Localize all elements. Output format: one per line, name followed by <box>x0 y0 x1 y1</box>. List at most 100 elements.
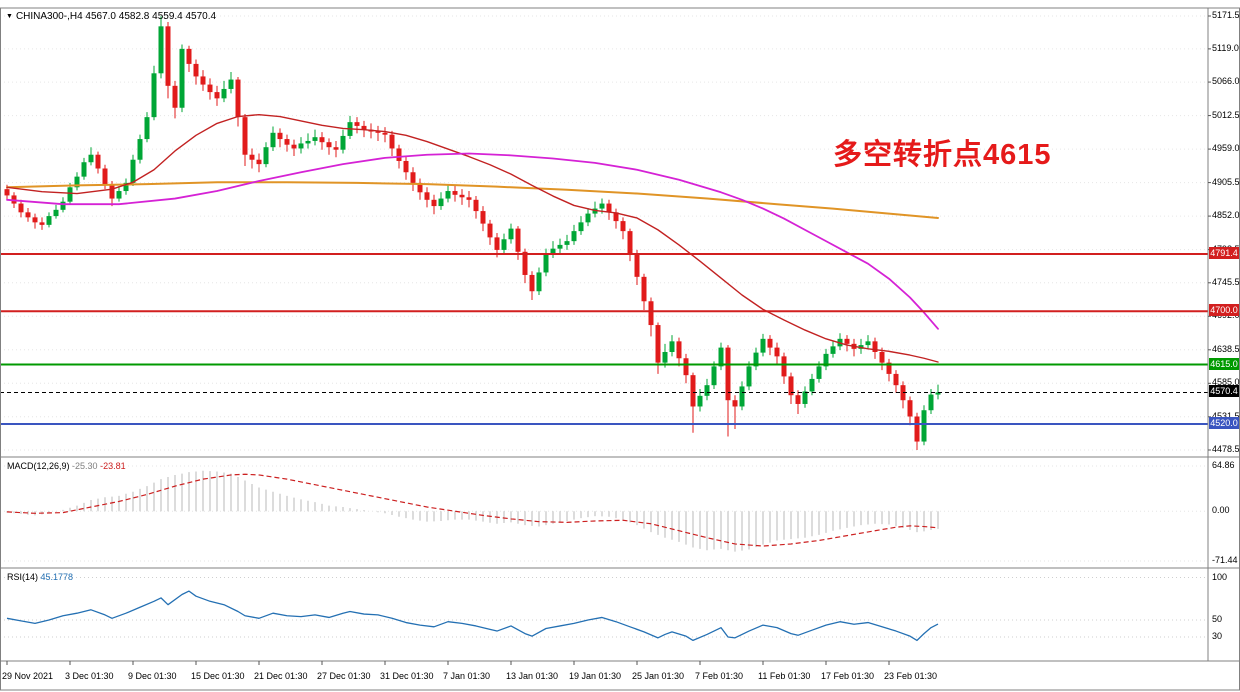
candle-body <box>711 366 717 386</box>
rsi-line <box>6 590 939 642</box>
price-level-tag: 4520.0 <box>1209 417 1239 429</box>
candle-body <box>312 137 318 141</box>
candle-body <box>179 48 185 108</box>
candle-body <box>515 228 521 252</box>
candle-body <box>732 400 738 407</box>
symbol-ohlc-title: ▼ CHINA300-,H4 4567.0 4582.8 4559.4 4570.… <box>6 11 216 22</box>
candle-body <box>606 203 612 213</box>
candle-body <box>242 117 248 155</box>
candle-body <box>4 189 10 196</box>
candle-body <box>599 203 605 209</box>
price-axis-label: 4959.0 <box>1212 143 1240 154</box>
candle-body <box>753 352 759 367</box>
time-axis-label: 23 Feb 01:30 <box>884 671 938 681</box>
candle-body <box>669 341 675 352</box>
time-axis-label: 31 Dec 01:30 <box>380 671 434 681</box>
ma-fast-red-line <box>6 113 939 363</box>
price-axis-label: 4478.5 <box>1212 444 1240 454</box>
candle-body <box>235 79 241 118</box>
candle-body <box>613 212 619 222</box>
candle-body <box>109 184 115 199</box>
rsi-label: RSI(14) 45.1778 <box>7 572 73 582</box>
candle-body <box>634 253 640 277</box>
macd-main-value: -25.30 <box>72 461 98 471</box>
candle-body <box>417 182 423 193</box>
macd-signal-line <box>6 473 939 547</box>
candle-body <box>74 176 80 188</box>
candle-body <box>466 197 472 200</box>
candle-body <box>123 182 129 192</box>
candle-body <box>214 92 220 99</box>
price-axis-label: 4905.5 <box>1212 176 1240 187</box>
candle-body <box>620 221 626 232</box>
candle-body <box>18 203 24 213</box>
price-level-tag: 4570.4 <box>1209 385 1239 398</box>
candle-body <box>536 272 542 292</box>
candle-body <box>305 140 311 144</box>
candle-body <box>774 347 780 357</box>
candle-body <box>914 416 920 442</box>
candle-body <box>53 209 59 217</box>
candle-body <box>795 395 801 404</box>
candle-body <box>823 353 829 367</box>
candle-body <box>445 191 451 199</box>
rsi-value: 45.1778 <box>40 572 74 582</box>
candle-body <box>627 231 633 254</box>
candle-body <box>88 154 94 163</box>
candle-body <box>333 147 339 150</box>
candle-body <box>648 301 654 326</box>
time-axis-label: 7 Feb 01:30 <box>695 671 744 681</box>
candle-body <box>830 346 836 354</box>
candle-body <box>725 347 731 401</box>
candle-body <box>543 253 549 273</box>
candle-body <box>746 366 752 387</box>
price-axis-label: 5171.5 <box>1212 10 1240 20</box>
candle-body <box>431 199 437 207</box>
candle-body <box>809 378 815 392</box>
candle-body <box>67 187 73 202</box>
candle-body <box>200 76 206 85</box>
candle-body <box>529 274 535 292</box>
price-axis-label: 4531.5 <box>1212 410 1240 421</box>
time-axis-label: 11 Feb 01:30 <box>758 671 811 681</box>
candle-body <box>193 63 199 77</box>
candle-body <box>494 237 500 250</box>
candle-body <box>32 217 38 223</box>
candle-body <box>935 392 941 395</box>
candle-body <box>480 211 486 224</box>
candle-body <box>886 362 892 374</box>
price-axis-label: 5119.0 <box>1212 42 1239 53</box>
candle-body <box>676 341 682 359</box>
candle-body <box>788 376 794 396</box>
candle-body <box>928 394 934 411</box>
candle-body <box>291 144 297 149</box>
candle-body <box>802 391 808 404</box>
candle-body <box>95 154 101 169</box>
candle-body <box>389 134 395 149</box>
candle-body <box>340 135 346 150</box>
macd-signal-value: -23.81 <box>100 461 126 471</box>
candle-body <box>459 194 465 198</box>
candle-body <box>228 79 234 89</box>
rsi-name: RSI(14) <box>7 572 39 582</box>
candle-body <box>326 142 332 148</box>
macd-label: MACD(12,26,9) -25.30 -23.81 <box>7 461 126 471</box>
rsi-axis-label: 100 <box>1212 571 1228 582</box>
candle-body <box>571 231 577 242</box>
candle-body <box>893 373 899 386</box>
candle-body <box>270 132 276 148</box>
candle-body <box>396 148 402 161</box>
candle-body <box>557 244 563 249</box>
candle-body <box>578 222 584 232</box>
ma-mid-magenta-line <box>6 152 939 330</box>
symbol-ohlc-text: CHINA300-,H4 4567.0 4582.8 4559.4 4570.4 <box>15 11 217 22</box>
price-level-tag: 4791.4 <box>1209 247 1239 260</box>
candle-body <box>767 338 773 348</box>
candle-body <box>907 400 913 417</box>
candle-body <box>39 222 45 225</box>
candle-body <box>550 248 556 254</box>
candle-body <box>375 131 381 133</box>
candle-body <box>144 117 150 140</box>
